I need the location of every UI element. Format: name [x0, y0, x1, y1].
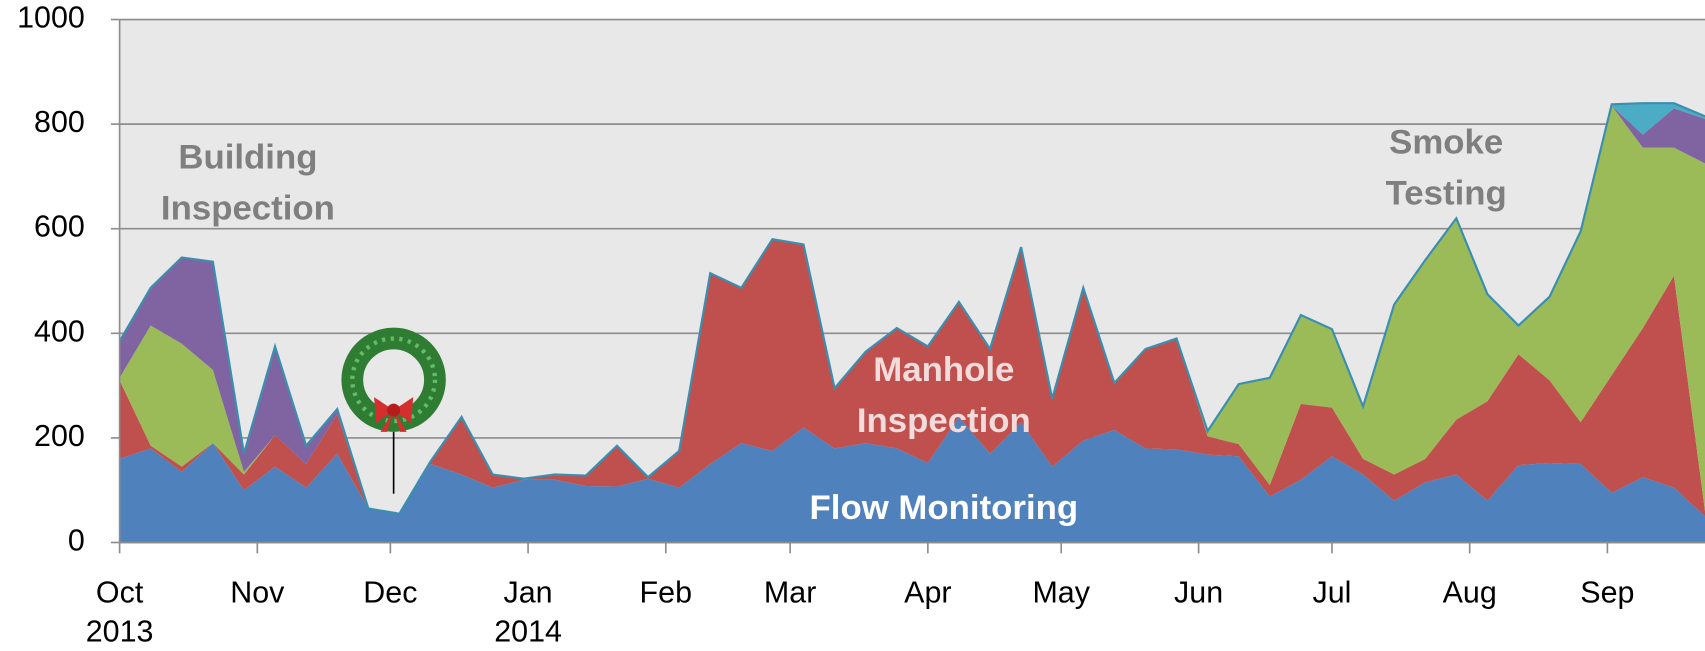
x-tick-label: Mar	[764, 576, 816, 610]
chart: 0 200 400 600 800 1000 Oct2013 Nov Dec Jan2014 Feb…	[0, 0, 1705, 651]
x-tick-label: Feb	[640, 576, 692, 610]
y-tick-label: 200	[34, 419, 85, 453]
y-tick-label: 400	[34, 314, 85, 348]
x-tick-label: Sep	[1580, 576, 1634, 610]
x-tick-label: Nov	[230, 576, 285, 610]
x-tick-label: Aug	[1443, 576, 1497, 610]
y-tick-label: 0	[68, 524, 85, 558]
y-tick-label: 600	[34, 210, 85, 244]
x-tick-label: Apr	[904, 576, 951, 610]
y-tick-label: 1000	[17, 1, 85, 35]
x-tick-label: May	[1032, 576, 1090, 610]
x-tick-label: Dec	[363, 576, 417, 610]
x-tick-label: Jul	[1313, 576, 1352, 610]
y-tick-label: 800	[34, 105, 85, 139]
x-tick-label: Jun	[1174, 576, 1223, 610]
series-label: Flow Monitoring	[810, 489, 1079, 527]
